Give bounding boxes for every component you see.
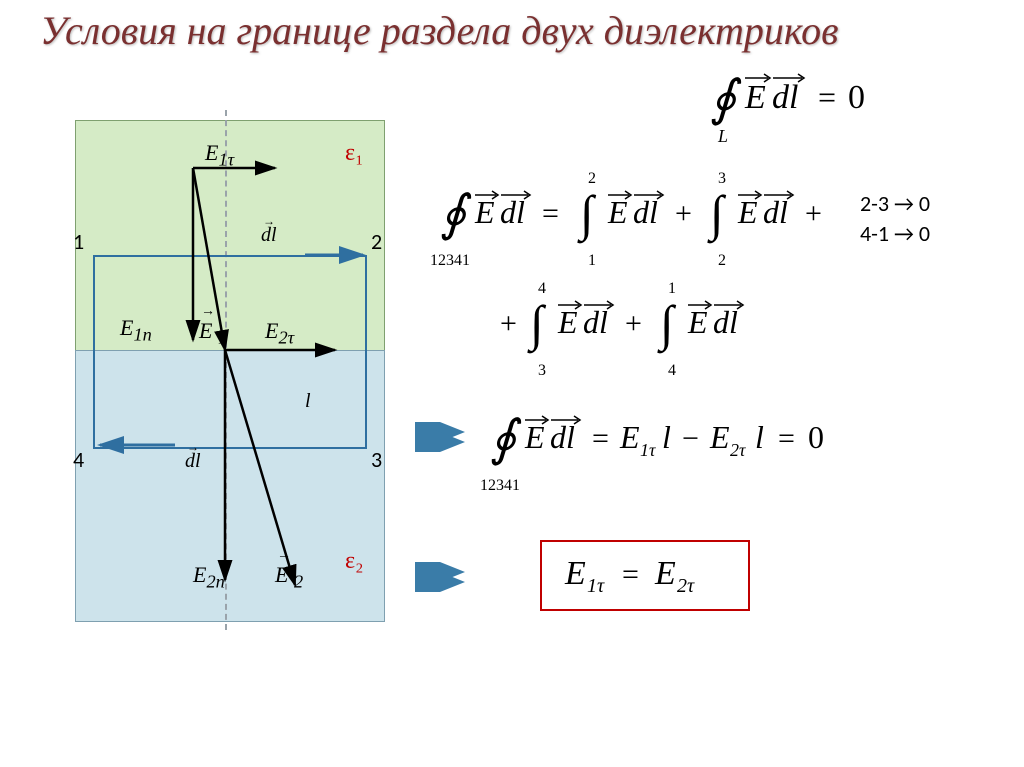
svg-text:E: E [709,419,730,455]
result-eq: E 1τ = E 2τ [560,550,730,596]
svg-text:3: 3 [538,362,546,379]
svg-text:E: E [524,419,545,455]
l-label: l [305,390,311,413]
e1n-sub: 1n [133,324,151,344]
svg-text:4: 4 [668,362,676,379]
svg-text:l: l [755,419,764,455]
corner-1: 1 [73,228,84,255]
svg-text:∮: ∮ [710,70,742,126]
svg-text:E: E [654,555,676,592]
equations-area: ∮ L E dl = 0 ∮ 12341 E dl = ∫ 1 2 E dl +… [420,60,1000,660]
note-23: 2-3 → 0 [860,190,930,217]
svg-text:1: 1 [588,252,596,269]
svg-text:1τ: 1τ [587,575,605,596]
svg-text:0: 0 [808,419,824,455]
page-title: Условия на границе раздела двух диэлектр… [40,8,838,54]
e1n-label: E1n [120,315,152,345]
svg-text:dl: dl [763,194,788,230]
svg-text:=: = [622,558,639,591]
e1-sub: 1 [218,327,227,347]
eps1-label: ε₁ [345,140,363,167]
svg-text:+: + [675,197,692,230]
svg-text:L: L [717,126,728,146]
corner-3: 3 [371,446,382,473]
svg-text:∮: ∮ [440,185,472,241]
svg-text:E: E [607,194,628,230]
svg-text:dl: dl [500,194,525,230]
arrow-to-result [410,562,470,592]
svg-text:+: + [500,307,517,340]
svg-text:E: E [619,419,640,455]
svg-text:dl: dl [583,304,608,340]
e2-sub: 2 [294,571,303,591]
svg-text:E: E [557,304,578,340]
e2tau-sub: 2τ [278,327,294,347]
svg-text:0: 0 [848,79,865,116]
svg-text:1: 1 [668,280,676,297]
svg-text:∫: ∫ [657,295,677,354]
eq3: + ∫ 3 4 E dl + ∫ 4 1 E dl [500,275,860,385]
e1-sym: E [199,318,212,343]
e2-sym: E [275,562,288,587]
svg-text:=: = [542,197,559,230]
svg-text:dl: dl [550,419,575,455]
svg-text:l: l [662,419,671,455]
arrow-to-eq4 [410,422,470,452]
boundary-diagram: ε₁ ε₂ 1 2 3 4 E1τ E1n E2τ E2n → E 1 → E … [75,120,385,620]
svg-text:2τ: 2τ [677,575,695,596]
eq1: ∮ L E dl = 0 [700,60,920,150]
e2n-sym: E [193,562,206,587]
svg-text:∫: ∫ [707,185,727,244]
corner-2: 2 [371,228,382,255]
svg-text:E: E [737,194,758,230]
corner-4: 4 [73,446,84,473]
svg-text:12341: 12341 [430,252,470,269]
eq2: ∮ 12341 E dl = ∫ 1 2 E dl + ∫ 2 3 E dl + [430,165,890,275]
dl-bottom-label: → dl [185,450,201,473]
svg-text:E: E [687,304,708,340]
e2tau-label: E2τ [265,318,294,348]
svg-text:=: = [818,79,836,115]
svg-text:E: E [744,79,766,116]
e2n-sub: 2n [206,571,224,591]
svg-text:∫: ∫ [527,295,547,354]
svg-text:=: = [592,422,609,455]
e1tau-sym: E [205,140,218,165]
svg-text:1τ: 1τ [640,440,656,460]
svg-text:dl: dl [772,79,798,116]
svg-text:=: = [778,422,795,455]
svg-text:2: 2 [588,170,596,187]
dl-top-label: → dl [261,224,277,247]
e1tau-sub: 1τ [218,149,234,169]
svg-text:12341: 12341 [480,477,520,494]
eq4: ∮ 12341 E dl = E 1τ l − E 2τ l = 0 [480,390,940,500]
svg-text:4: 4 [538,280,546,297]
e2tau-sym: E [265,318,278,343]
svg-text:3: 3 [718,170,726,187]
result-box: E 1τ = E 2τ [540,540,750,611]
svg-text:2τ: 2τ [730,440,746,460]
svg-text:E: E [474,194,495,230]
svg-text:∫: ∫ [577,185,597,244]
vectors-svg [75,120,385,620]
note-41: 4-1 → 0 [860,220,930,247]
e2-label: → E 2 [275,562,303,592]
svg-text:dl: dl [713,304,738,340]
e1tau-label: E1τ [205,140,234,170]
svg-text:∮: ∮ [490,410,522,466]
svg-text:E: E [564,555,586,592]
e1-label: → E 1 [199,318,227,348]
svg-text:−: − [682,422,699,455]
e2n-label: E2n [193,562,225,592]
svg-text:2: 2 [718,252,726,269]
e1n-sym: E [120,315,133,340]
svg-text:+: + [625,307,642,340]
svg-text:+: + [805,197,822,230]
eps2-label: ε₂ [345,548,363,575]
svg-text:dl: dl [633,194,658,230]
